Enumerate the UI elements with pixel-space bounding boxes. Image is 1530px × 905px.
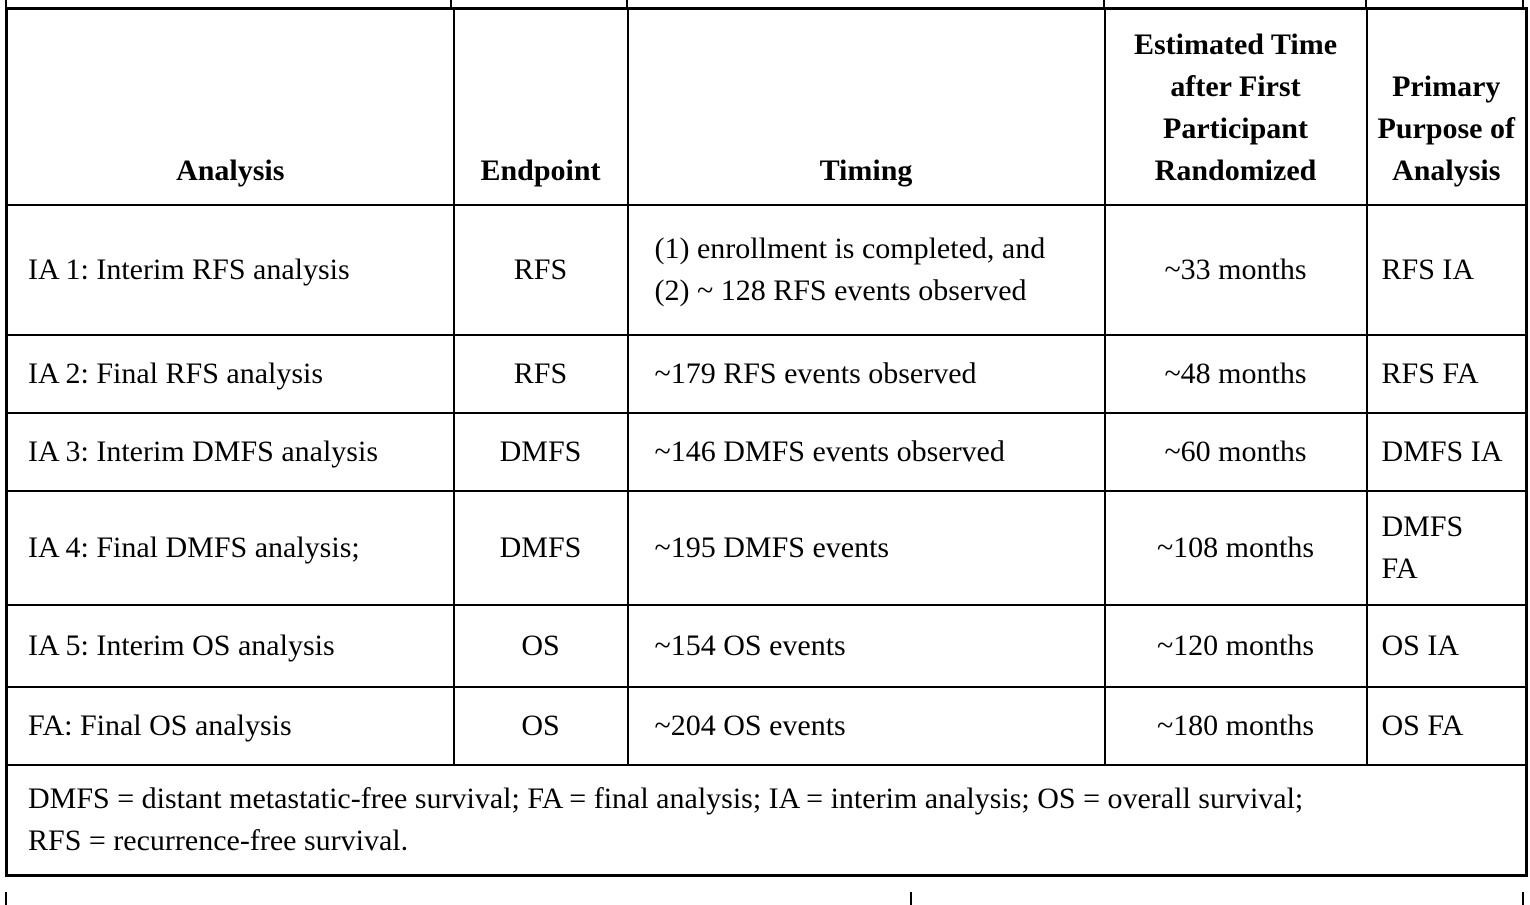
timing-line: ~154 OS events bbox=[654, 628, 846, 662]
purpose-line: DMFS bbox=[1381, 509, 1464, 543]
table-row: IA 2: Final RFS analysis RFS ~179 RFS ev… bbox=[5, 333, 1528, 414]
purpose-line: RFS IA bbox=[1381, 252, 1475, 286]
cell-analysis: IA 3: Interim DMFS analysis bbox=[5, 411, 455, 492]
cell-primary-purpose: OS IA bbox=[1365, 603, 1528, 688]
cell-estimated-time: ~60 months bbox=[1103, 411, 1368, 492]
cell-endpoint: DMFS bbox=[452, 489, 629, 606]
cell-estimated-time: ~120 months bbox=[1103, 603, 1368, 688]
table-gridline-stub bbox=[1365, 0, 1367, 8]
header-estimated-time: Estimated Time after First Participant R… bbox=[1103, 7, 1368, 206]
table-gridline-stub bbox=[626, 0, 628, 8]
cell-endpoint: RFS bbox=[452, 203, 629, 336]
abbreviations-footnote: DMFS = distant metastatic-free survival;… bbox=[5, 763, 1528, 877]
cell-endpoint: OS bbox=[452, 685, 629, 766]
analysis-schedule-table: Analysis Endpoint Timing Estimated Time … bbox=[5, 7, 1528, 877]
header-primary-purpose: Primary Purpose of Analysis bbox=[1365, 7, 1528, 206]
timing-line: ~179 RFS events observed bbox=[654, 356, 977, 390]
timing-line: ~146 DMFS events observed bbox=[654, 434, 1005, 468]
table-gridline-stub bbox=[5, 892, 7, 905]
cell-endpoint: OS bbox=[452, 603, 629, 688]
table-gridline-stub bbox=[1103, 0, 1105, 8]
timing-line: ~204 OS events bbox=[654, 708, 846, 742]
table-row: IA 3: Interim DMFS analysis DMFS ~146 DM… bbox=[5, 411, 1528, 492]
footnote-line: RFS = recurrence-free survival. bbox=[28, 823, 409, 857]
cell-primary-purpose: RFS FA bbox=[1365, 333, 1528, 414]
cell-timing: ~204 OS events bbox=[626, 685, 1106, 766]
purpose-line: DMFS IA bbox=[1381, 434, 1503, 468]
cell-timing: ~154 OS events bbox=[626, 603, 1106, 688]
timing-line: ~195 DMFS events bbox=[654, 530, 890, 564]
cell-primary-purpose: RFS IA bbox=[1365, 203, 1528, 336]
cell-timing: ~146 DMFS events observed bbox=[626, 411, 1106, 492]
table-row: IA 4: Final DMFS analysis; DMFS ~195 DMF… bbox=[5, 489, 1528, 606]
table-gridline-stub bbox=[5, 0, 7, 8]
cell-primary-purpose: DMFS FA bbox=[1365, 489, 1528, 606]
cell-primary-purpose: OS FA bbox=[1365, 685, 1528, 766]
cell-endpoint: DMFS bbox=[452, 411, 629, 492]
table-gridline-stub bbox=[910, 892, 912, 905]
table-row: IA 1: Interim RFS analysis RFS (1) enrol… bbox=[5, 203, 1528, 336]
purpose-line: OS IA bbox=[1381, 628, 1460, 662]
cell-estimated-time: ~180 months bbox=[1103, 685, 1368, 766]
table-row: FA: Final OS analysis OS ~204 OS events … bbox=[5, 685, 1528, 766]
cell-analysis: IA 2: Final RFS analysis bbox=[5, 333, 455, 414]
cell-estimated-time: ~48 months bbox=[1103, 333, 1368, 414]
cell-timing: ~179 RFS events observed bbox=[626, 333, 1106, 414]
table-header-row: Analysis Endpoint Timing Estimated Time … bbox=[5, 7, 1528, 206]
cell-primary-purpose: DMFS IA bbox=[1365, 411, 1528, 492]
cell-analysis: IA 1: Interim RFS analysis bbox=[5, 203, 455, 336]
table-gridline-stub bbox=[1522, 0, 1524, 8]
cell-estimated-time: ~33 months bbox=[1103, 203, 1368, 336]
purpose-line: OS FA bbox=[1381, 708, 1464, 742]
cell-analysis: IA 4: Final DMFS analysis; bbox=[5, 489, 455, 606]
table-footnote-row: DMFS = distant metastatic-free survival;… bbox=[5, 763, 1528, 877]
cell-timing: ~195 DMFS events bbox=[626, 489, 1106, 606]
header-analysis: Analysis bbox=[5, 7, 455, 206]
timing-line: (2) ~ 128 RFS events observed bbox=[654, 273, 1027, 307]
header-timing: Timing bbox=[626, 7, 1106, 206]
timing-line: (1) enrollment is completed, and bbox=[654, 231, 1046, 265]
cell-analysis: IA 5: Interim OS analysis bbox=[5, 603, 455, 688]
table-row: IA 5: Interim OS analysis OS ~154 OS eve… bbox=[5, 603, 1528, 688]
table-gridline-stub bbox=[450, 0, 452, 8]
purpose-line: RFS FA bbox=[1381, 356, 1479, 390]
cell-estimated-time: ~108 months bbox=[1103, 489, 1368, 606]
header-endpoint: Endpoint bbox=[452, 7, 629, 206]
cell-analysis: FA: Final OS analysis bbox=[5, 685, 455, 766]
footnote-line: DMFS = distant metastatic-free survival;… bbox=[28, 781, 1304, 815]
cell-endpoint: RFS bbox=[452, 333, 629, 414]
table-gridline-stub bbox=[1522, 892, 1524, 905]
cell-timing: (1) enrollment is completed, and (2) ~ 1… bbox=[626, 203, 1106, 336]
purpose-line: FA bbox=[1381, 551, 1418, 585]
